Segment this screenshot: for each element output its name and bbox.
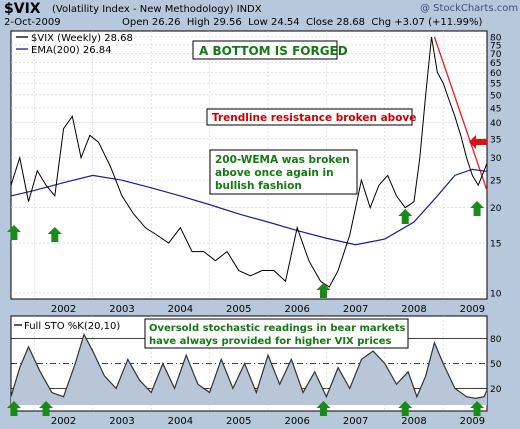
year-label: 2008 [401, 304, 426, 315]
date-label: 2-Oct-2009 [4, 17, 61, 28]
symbol-description: (Volatility Index - New Methodology) IND… [52, 4, 262, 15]
symbol-title: $VIX [4, 1, 41, 17]
sto-legend: Full STO %K(20,10) [14, 321, 120, 332]
trendline-box-text: Trendline resistance broken above [212, 112, 416, 124]
price-tick-label: 30 [490, 154, 502, 164]
year-axis-mid: 2002 2003 2004 2005 2006 2007 2008 2009 [51, 304, 485, 315]
price-tick-label: 20 [490, 204, 502, 214]
sto-line-2: have always provided for higher VIX pric… [149, 336, 391, 347]
wema-line-1: 200-WEMA was broken [215, 154, 350, 166]
chg-value: +3.07 (+11.99%) [394, 17, 483, 28]
wema-annotation: 200-WEMA was broken above once again in … [209, 149, 358, 195]
green-arrow-icon [6, 401, 21, 416]
year-label: 2006 [284, 304, 309, 315]
wema-line-3: bullish fashion [215, 180, 302, 192]
price-legend: $VIX (Weekly) 28.68 EMA(200) 26.84 [16, 33, 133, 56]
green-arrow-icon [316, 283, 331, 298]
sto-tick-label: 20 [490, 385, 502, 395]
price-tick-label: 60 [490, 69, 502, 79]
symbol: $VIX [4, 1, 41, 17]
red-arrow-icon [469, 135, 487, 149]
vix-line [10, 36, 488, 288]
high-value: 29.56 [213, 17, 242, 28]
price-tick-label: 35 [490, 135, 501, 145]
price-tick-label: 55 [490, 80, 501, 90]
price-tick-label: 15 [490, 240, 501, 250]
trendline [433, 36, 488, 191]
exchange: INDX [236, 4, 262, 15]
year-label: 2007 [343, 416, 368, 427]
sto-annotation: Oversold stochastic readings in bear mar… [144, 318, 409, 349]
green-arrow-icon [470, 201, 485, 216]
sto-legend-text: Full STO %K(20,10) [24, 321, 120, 332]
green-arrow-icon [316, 401, 331, 416]
green-arrow-icon [39, 401, 54, 416]
price-tick-label: 75 [490, 41, 501, 51]
year-label: 2006 [284, 416, 309, 427]
title-box-text: A BOTTOM IS FORGED [199, 44, 348, 58]
price-tick-label: 65 [490, 59, 501, 69]
green-arrow-icon [47, 227, 62, 242]
price-arrows [6, 201, 485, 298]
trendline-annotation: Trendline resistance broken above [206, 108, 416, 126]
open-value: 26.26 [151, 17, 181, 28]
green-arrow-icon [470, 401, 485, 416]
sto-y-axis: 20 50 80 [490, 335, 502, 395]
ohlc-row: Open 26.26 High 29.56 Low 24.54 Close 28… [122, 17, 482, 28]
year-axis-bottom: 2002 2003 2004 2005 2006 2007 2008 2009 [51, 416, 485, 427]
wema-line-2: above once again in [215, 167, 334, 179]
green-arrow-icon [398, 209, 413, 224]
year-label: 2009 [460, 304, 485, 315]
year-label: 2003 [109, 304, 134, 315]
legend-vix: $VIX (Weekly) 28.68 [31, 33, 133, 44]
price-tick-label: 70 [490, 50, 502, 60]
price-tick-label: 25 [490, 177, 501, 187]
legend-ema: EMA(200) 26.84 [31, 45, 111, 56]
price-tick-label: 45 [490, 104, 501, 114]
open-label: Open [122, 17, 149, 28]
sto-line [10, 332, 488, 399]
price-tick-label: 80 [490, 34, 502, 44]
year-label: 2003 [109, 416, 134, 427]
year-label: 2005 [226, 416, 251, 427]
price-tick-label: 40 [490, 119, 502, 129]
high-label: High [186, 17, 210, 28]
year-label: 2008 [401, 416, 426, 427]
year-label: 2009 [460, 416, 485, 427]
year-label: 2005 [226, 304, 251, 315]
sto-tick-label: 80 [490, 335, 502, 345]
sto-line-1: Oversold stochastic readings in bear mar… [149, 323, 406, 334]
low-label: Low [248, 17, 268, 28]
sto-arrows [6, 401, 485, 416]
price-tick-label: 10 [490, 290, 502, 300]
close-value: 28.68 [336, 17, 366, 28]
green-arrow-icon [398, 401, 413, 416]
year-label: 2004 [168, 304, 193, 315]
ema-line [10, 168, 488, 246]
year-label: 2002 [51, 304, 76, 315]
index-name: (Volatility Index - New Methodology) [52, 4, 234, 15]
sto-fill [11, 334, 487, 405]
year-label: 2007 [343, 304, 368, 315]
title-annotation: A BOTTOM IS FORGED [192, 40, 348, 60]
close-label: Close [305, 17, 334, 28]
year-label: 2002 [51, 416, 76, 427]
year-label: 2004 [168, 416, 193, 427]
price-tick-label: 50 [490, 91, 502, 101]
watermark: @ StockCharts.com [420, 3, 519, 14]
low-value: 24.54 [270, 17, 300, 28]
chg-label: Chg [371, 17, 392, 28]
sto-tick-label: 50 [490, 360, 502, 370]
green-arrow-icon [6, 225, 21, 240]
